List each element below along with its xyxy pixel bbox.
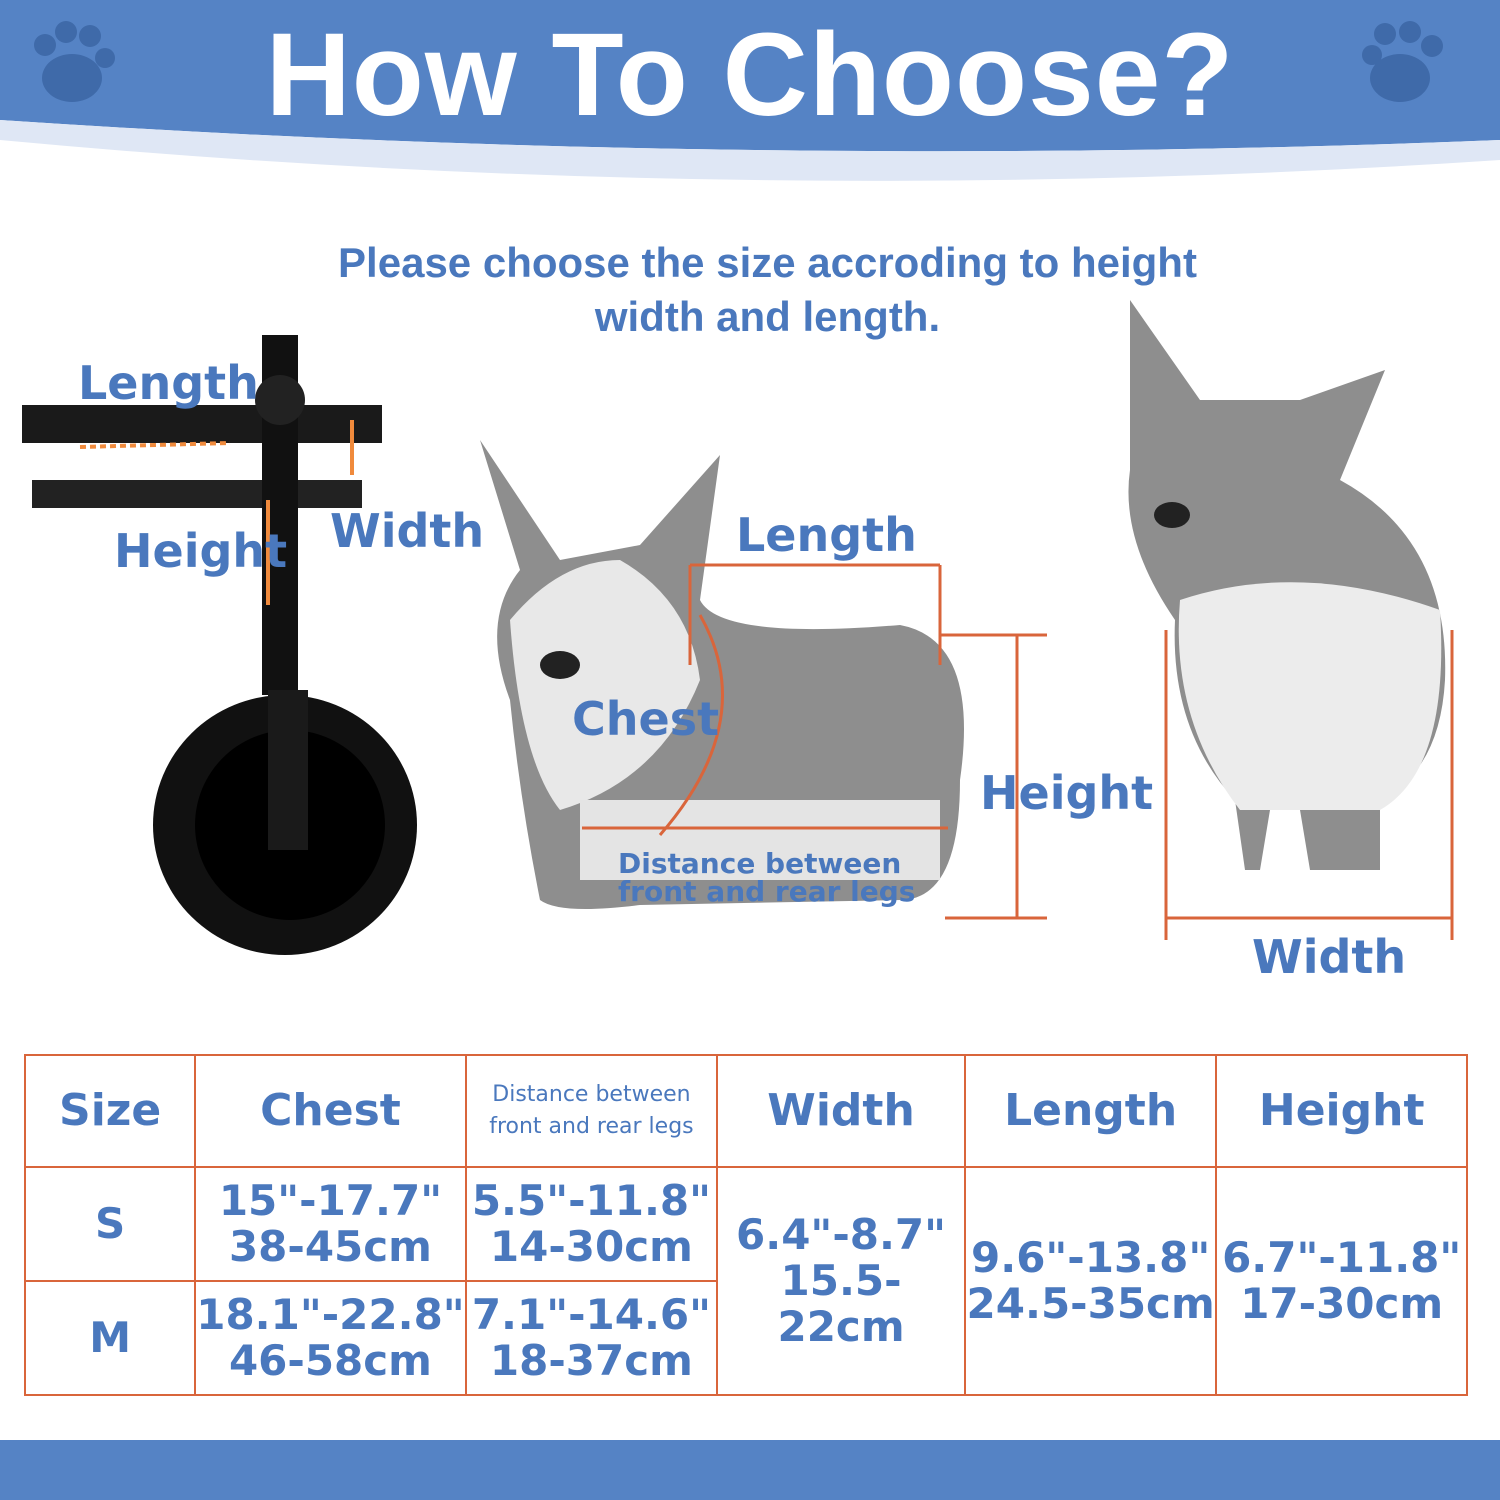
distance-in: 5.5"-11.8" [471,1176,712,1225]
side-height-label: Height [980,766,1154,820]
side-length-label: Length [736,508,917,562]
distance-cm: 18-37cm [489,1336,693,1385]
side-chest-label: Chest [572,692,720,746]
rear-width-label: Width [1252,930,1407,984]
distance-cell: 5.5"-11.8" 14-30cm [464,1166,719,1282]
header-size: Size [23,1054,197,1168]
width-cell: 6.4"-8.7" 15.5-22cm [716,1166,966,1396]
chest-cell: 15"-17.7" 38-45cm [194,1166,467,1282]
table-row: S 15"-17.7" 38-45cm 5.5"-11.8" 14-30cm 6.4… [23,1166,1468,1396]
length-cell: 9.6"-13.8" 24.5-35cm [963,1166,1218,1396]
measure-lines [582,563,1454,940]
subtitle: Please choose the size accroding to heig… [338,239,1197,340]
length-in: 9.6"-13.8" [971,1233,1211,1282]
distance-cm: 14-30cm [489,1222,693,1271]
length-cm: 24.5-35cm [966,1279,1215,1328]
page-title: How To Choose? [265,9,1235,141]
header-banner [0,0,1500,181]
illustrations [22,300,1454,955]
wheelchair-height-label: Height [114,524,288,578]
height-in: 6.7"-11.8" [1222,1233,1462,1282]
wheelchair-image [22,335,417,955]
width-in: 6.4"-8.7" [736,1210,947,1259]
distance-in: 7.1"-14.6" [471,1290,712,1339]
chest-cm: 46-58cm [228,1336,432,1385]
header-distance: Distance between front and rear legs [464,1054,719,1168]
table-row: M 18.1"-22.8" 46-58cm 7.1"-14.6" 18-37cm [23,1280,1467,1396]
header-chest: Chest [194,1054,467,1168]
header-length: Length [963,1054,1218,1168]
paw-icon [1362,21,1443,102]
header-width: Width [716,1054,966,1168]
wheelchair-length-label: Length [78,356,259,410]
chest-in: 18.1"-22.8" [196,1290,465,1339]
size-cell: S [23,1166,197,1282]
chest-cell: 18.1"-22.8" 46-58cm [194,1280,467,1396]
header-height: Height [1215,1054,1468,1168]
side-distance-label: Distance between front and rear legs [618,847,916,908]
footer-bar [0,1440,1500,1500]
chest-in: 15"-17.7" [218,1176,443,1225]
size-cell: M [23,1280,197,1396]
paw-icon [34,21,115,102]
chest-cm: 38-45cm [228,1222,432,1271]
corgi-rear-view [1128,300,1446,870]
height-cm: 17-30cm [1240,1279,1444,1328]
wheelchair-width-label: Width [330,504,485,558]
height-cell: 6.7"-11.8" 17-30cm [1215,1166,1468,1396]
table-header-row: Size Chest Distance between front and re… [23,1054,1468,1168]
distance-cell: 7.1"-14.6" 18-37cm [464,1280,719,1396]
size-table: Size Chest Distance between front and re… [23,1054,1468,1396]
width-cm: 15.5-22cm [777,1256,905,1351]
